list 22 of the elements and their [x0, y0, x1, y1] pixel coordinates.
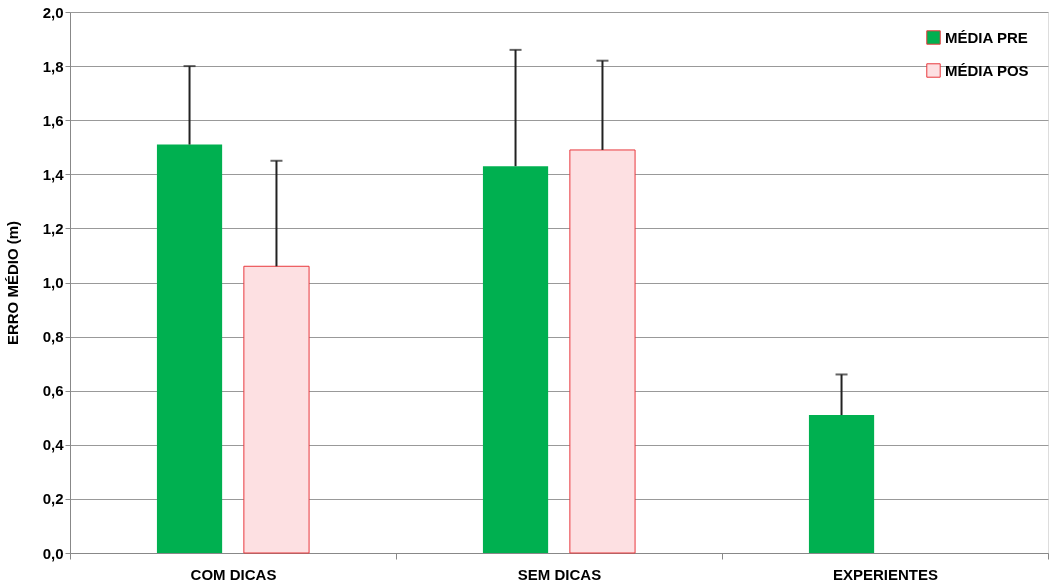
y-tick-label: 0,0 — [42, 544, 64, 562]
legend-label: MÉDIA POS — [945, 61, 1029, 79]
y-axis-title: ERRO MÉDIO (m) — [3, 220, 21, 346]
x-tick-label: COM DICAS — [190, 565, 277, 583]
bar — [808, 415, 875, 553]
y-tick-label: 0,2 — [42, 490, 64, 508]
y-tick-label: 1,4 — [42, 165, 65, 183]
bar — [482, 166, 549, 553]
legend-label: MÉDIA PRE — [945, 28, 1028, 46]
x-tick-label: EXPERIENTES — [832, 565, 939, 583]
bar — [569, 149, 636, 554]
y-tick-label: 2,0 — [42, 3, 64, 21]
bar — [156, 144, 223, 553]
y-tick-label: 0,8 — [42, 328, 64, 346]
y-tick-label: 1,6 — [42, 111, 64, 129]
y-tick-label: 0,6 — [42, 382, 64, 400]
y-tick-label: 1,0 — [42, 274, 64, 291]
bar — [243, 265, 310, 554]
y-tick-label: 1,2 — [42, 219, 64, 237]
y-tick-label: 1,8 — [42, 57, 64, 75]
y-tick-label: 0,4 — [42, 436, 65, 454]
x-tick-label: SEM DICAS — [517, 565, 602, 583]
